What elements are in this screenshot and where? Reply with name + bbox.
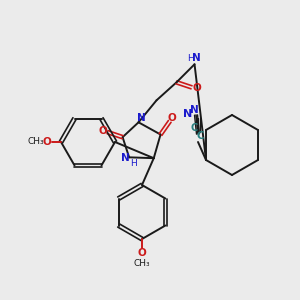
Text: O: O (167, 113, 176, 123)
Text: O: O (138, 248, 146, 258)
Text: CH₃: CH₃ (28, 137, 44, 146)
Text: N: N (137, 113, 146, 123)
Text: N: N (192, 53, 201, 63)
Text: N: N (190, 105, 198, 115)
Text: CH₃: CH₃ (134, 259, 150, 268)
Text: C: C (196, 131, 204, 141)
Text: O: O (192, 83, 201, 93)
Text: N: N (183, 109, 193, 119)
Text: N: N (121, 153, 130, 163)
Text: H: H (187, 54, 194, 63)
Text: C: C (190, 123, 198, 133)
Text: O: O (98, 126, 107, 136)
Text: O: O (43, 137, 51, 147)
Text: H: H (130, 159, 136, 168)
